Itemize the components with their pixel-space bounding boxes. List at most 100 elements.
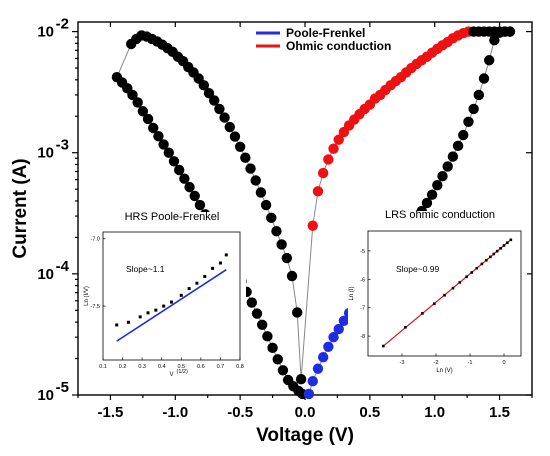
data-point-blue — [328, 332, 339, 343]
inset-x-tick-label: -2 — [434, 360, 439, 366]
data-point-black — [214, 103, 225, 115]
data-point-black — [142, 113, 154, 125]
data-point-black — [246, 297, 258, 308]
data-point-blue — [307, 375, 318, 387]
data-point-black — [473, 89, 485, 101]
x-tick-label: 1.5 — [489, 404, 510, 421]
inset-x-tick-label: 0.3 — [138, 364, 146, 370]
inset-y-tick-label: -7 — [360, 306, 365, 312]
inset-x-tick-label: -3 — [400, 360, 405, 366]
inset-slope-annotation: Slope~0.99 — [396, 264, 440, 274]
inset-data-point — [506, 241, 509, 244]
inset-data-point — [179, 293, 183, 297]
y-tick-exponent: -4 — [56, 258, 70, 275]
data-point-blue — [333, 323, 344, 335]
data-point-black — [179, 173, 190, 184]
inset-data-point — [138, 315, 142, 319]
data-point-black — [198, 80, 210, 91]
data-point-black — [442, 161, 453, 172]
inset-data-point — [489, 255, 492, 259]
inset-data-point — [443, 293, 446, 297]
inset-data-point — [162, 304, 166, 308]
inset-data-point — [502, 244, 506, 247]
data-point-blue — [323, 341, 334, 352]
data-point-black — [189, 190, 200, 202]
data-point-black — [295, 374, 307, 385]
y-axis-title: Current (A) — [10, 158, 31, 258]
inset-data-point — [509, 238, 513, 242]
inset-hrs-poole-frenkel: HRS Poole-Frenkel 0.1 0.2 0.3 0.4 0.5 0.6 0.7 0.… — [83, 211, 246, 380]
inset-data-point — [203, 274, 207, 278]
data-point-black — [432, 179, 443, 191]
data-point-black — [251, 308, 263, 319]
data-point-red — [323, 154, 334, 165]
x-tick-label: -1.5 — [97, 404, 123, 421]
inset-data-point — [154, 308, 158, 312]
x-tick-label: -0.5 — [227, 404, 253, 421]
inset-data-point — [458, 281, 462, 284]
data-point-black — [245, 163, 256, 174]
inset-data-point — [126, 320, 130, 324]
data-point-black — [255, 187, 267, 198]
legend-label: Ohmic conduction — [286, 39, 391, 53]
x-tick-label: 0.0 — [295, 404, 316, 421]
inset-slope-annotation: Slope~1.1 — [126, 264, 165, 274]
inset-data-point — [465, 275, 468, 279]
y-tick-exponent: -2 — [56, 16, 69, 33]
data-point-black — [168, 156, 180, 167]
inset-data-point — [382, 344, 385, 348]
data-point-black — [281, 252, 293, 264]
y-tick-exponent: -3 — [56, 137, 69, 154]
inset-background — [83, 212, 246, 380]
inset-data-point — [404, 326, 407, 329]
data-point-blue — [312, 363, 324, 374]
inset-y-axis-title: Ln (I) — [349, 286, 355, 300]
data-point-blue — [338, 315, 350, 326]
series-connector — [300, 225, 314, 380]
inset-x-tick-label: 0.5 — [177, 364, 185, 370]
inset-x-axis-title: V — [169, 372, 173, 378]
data-point-red — [333, 134, 344, 145]
inset-frame — [102, 231, 241, 361]
data-point-blue — [317, 352, 329, 363]
inset-data-point — [451, 286, 455, 290]
data-point-black — [224, 121, 235, 133]
data-point-black — [148, 122, 159, 134]
data-point-black — [194, 199, 206, 211]
inset-data-point — [499, 247, 502, 250]
inset-data-point — [495, 249, 499, 253]
inset-frame — [367, 230, 522, 357]
data-point-black — [272, 354, 283, 365]
inset-fit-line — [116, 269, 227, 342]
data-point-black — [447, 151, 459, 162]
inset-x-tick-label: 0.6 — [197, 364, 205, 370]
x-tick-label: 0.5 — [359, 404, 380, 421]
data-point-black — [203, 88, 215, 99]
data-point-black — [276, 239, 287, 250]
y-tick-label: 10 — [37, 24, 54, 41]
data-point-black — [489, 34, 500, 46]
inset-y-tick-label: -7.5 — [91, 304, 100, 310]
data-point-blue — [303, 388, 315, 400]
inset-y-tick-label: -8 — [360, 334, 365, 340]
series-connector — [116, 43, 132, 78]
inset-data-point — [224, 253, 228, 257]
y-tick-label: 10 — [37, 145, 54, 162]
inset-title: LRS ohmic conduction — [385, 209, 495, 221]
inset-title: HRS Poole-Frenkel — [125, 211, 220, 223]
data-point-black — [260, 199, 272, 211]
data-point-black — [163, 147, 174, 158]
inset-x-tick-label: 0.2 — [119, 364, 127, 370]
data-point-black — [250, 175, 261, 186]
inset-x-tick-label: 0.7 — [217, 364, 225, 370]
inset-x-tick-label: -1 — [468, 360, 473, 366]
inset-y-tick-label: -7.0 — [91, 237, 100, 243]
data-point-black — [158, 139, 169, 150]
data-point-black — [271, 226, 282, 237]
x-tick-label: -1.0 — [162, 404, 188, 421]
x-tick-label: 1.0 — [424, 404, 445, 421]
data-point-black — [267, 342, 278, 354]
inset-lrs-ohmic: LRS ohmic conduction -3 -2 -1 0 -5 -6 -7 -8 Ln (V… — [348, 209, 527, 376]
data-point-black — [463, 116, 474, 128]
